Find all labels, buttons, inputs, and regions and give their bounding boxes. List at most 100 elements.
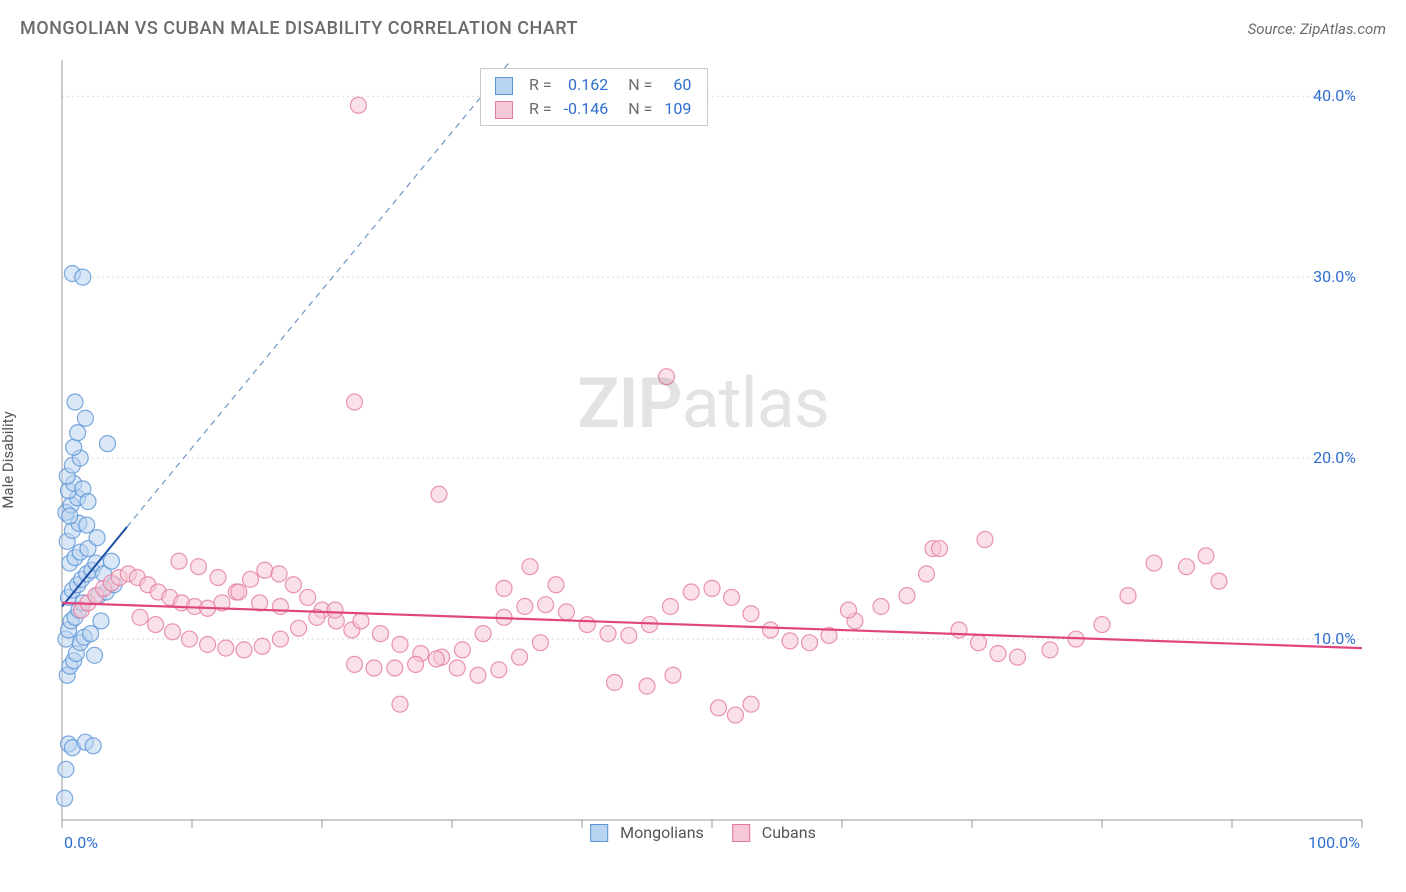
data-point [66, 439, 82, 455]
data-point [392, 636, 408, 652]
data-point [62, 508, 78, 524]
data-point [659, 369, 675, 385]
data-point [454, 642, 470, 658]
svg-text:10.0%: 10.0% [1313, 629, 1356, 648]
data-point [75, 269, 91, 285]
data-point [428, 651, 444, 667]
data-point [1179, 559, 1195, 575]
source-attribution: Source: ZipAtlas.com [1248, 20, 1386, 38]
chart-container: Male Disability 10.0%20.0%30.0%40.0%0.0%… [20, 60, 1386, 860]
data-point [291, 620, 307, 636]
data-point [67, 394, 83, 410]
legend-swatch [590, 824, 608, 842]
data-point [200, 636, 216, 652]
data-point [990, 646, 1006, 662]
data-point [607, 674, 623, 690]
svg-text:100.0%: 100.0% [1308, 833, 1360, 852]
data-point [254, 638, 270, 654]
data-point [87, 647, 103, 663]
data-point [431, 486, 447, 502]
trend-line-extrapolated [127, 60, 511, 527]
data-point [763, 622, 779, 638]
series-legend: Mongolians Cubans [590, 823, 816, 842]
data-point [181, 631, 197, 647]
data-point [522, 559, 538, 575]
data-point [165, 624, 181, 640]
data-point [231, 584, 247, 600]
svg-text:30.0%: 30.0% [1313, 267, 1356, 286]
data-point [621, 627, 637, 643]
data-point [272, 598, 288, 614]
data-point [218, 640, 234, 656]
legend-swatch [495, 77, 513, 95]
data-point [517, 598, 533, 614]
data-point [841, 602, 857, 618]
data-point [704, 580, 720, 596]
svg-text:0.0%: 0.0% [64, 833, 98, 852]
data-point [57, 790, 73, 806]
data-point [347, 656, 363, 672]
legend-swatch [495, 101, 513, 119]
data-point [665, 667, 681, 683]
data-point [271, 566, 287, 582]
data-point [683, 584, 699, 600]
data-point [532, 635, 548, 651]
svg-text:40.0%: 40.0% [1313, 86, 1356, 105]
data-point [85, 738, 101, 754]
data-point [873, 598, 889, 614]
data-point [272, 631, 288, 647]
data-point [1094, 617, 1110, 633]
scatter-chart: 10.0% 20.0% 30.0% 40.0% 0.0% 100.0% [20, 60, 1386, 860]
chart-title: MONGOLIAN VS CUBAN MALE DISABILITY CORRE… [20, 18, 578, 39]
data-point [782, 633, 798, 649]
data-point [711, 700, 727, 716]
data-point [89, 530, 105, 546]
data-point [727, 707, 743, 723]
data-point [538, 597, 554, 613]
data-point [491, 662, 507, 678]
data-point [449, 660, 465, 676]
data-point [366, 660, 382, 676]
data-point [347, 394, 363, 410]
data-point [387, 660, 403, 676]
data-point [1198, 548, 1214, 564]
data-point [971, 635, 987, 651]
data-point [132, 609, 148, 625]
data-point [103, 553, 119, 569]
data-point [1120, 588, 1136, 604]
data-point [236, 642, 252, 658]
data-point [70, 425, 86, 441]
data-point [548, 577, 564, 593]
data-point [243, 571, 259, 587]
data-point [353, 613, 369, 629]
data-point [77, 410, 93, 426]
data-point [350, 97, 366, 113]
y-axis-label: Male Disability [0, 411, 17, 508]
data-point [919, 566, 935, 582]
data-point [743, 606, 759, 622]
data-point [496, 580, 512, 596]
data-point [951, 622, 967, 638]
svg-text:20.0%: 20.0% [1313, 448, 1356, 467]
data-point [58, 761, 74, 777]
legend-item: Mongolians [590, 823, 704, 842]
data-point [83, 626, 99, 642]
data-point [977, 532, 993, 548]
data-point [662, 598, 678, 614]
legend-item: Cubans [732, 823, 816, 842]
data-point [743, 696, 759, 712]
data-point [373, 626, 389, 642]
data-point [1010, 649, 1026, 665]
data-point [148, 617, 164, 633]
data-point [1146, 555, 1162, 571]
data-point [210, 570, 226, 586]
data-point [1042, 642, 1058, 658]
data-point [600, 626, 616, 642]
data-point [1211, 573, 1227, 589]
data-point [100, 436, 116, 452]
data-point [470, 667, 486, 683]
data-point [191, 559, 207, 575]
data-point [327, 602, 343, 618]
data-point [80, 494, 96, 510]
data-point [475, 626, 491, 642]
